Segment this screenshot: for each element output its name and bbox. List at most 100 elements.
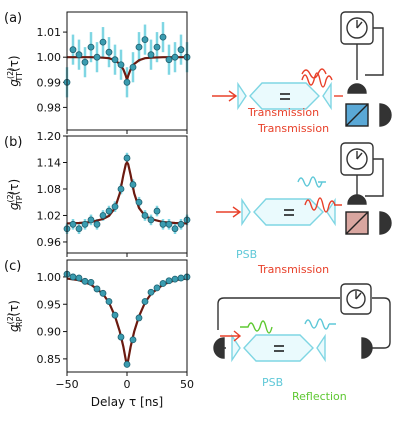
- data-point: [159, 280, 167, 287]
- y-axis-label-part: TT: [15, 72, 24, 83]
- photon-wave: [304, 318, 336, 330]
- data-point: [117, 333, 125, 341]
- y-tick-label: 1.14: [37, 156, 62, 169]
- y-axis-label-part: (τ): [7, 300, 21, 317]
- data-point: [171, 275, 179, 283]
- diagram-label: Transmission: [257, 263, 329, 276]
- data-point: [171, 225, 179, 233]
- data-point: [69, 220, 77, 228]
- data-point: [69, 46, 77, 54]
- diagram-label: PSB: [262, 376, 283, 389]
- clock: [346, 148, 368, 170]
- coupler: [316, 333, 326, 363]
- data-point: [159, 220, 167, 228]
- data-point: [129, 336, 137, 344]
- photon-wave: [304, 197, 342, 213]
- data-point: [87, 278, 95, 286]
- coupler: [241, 197, 251, 227]
- detector: [213, 337, 225, 359]
- detector: [379, 211, 392, 235]
- axes-frame: [66, 259, 188, 373]
- y-tick-label: 0.99: [37, 76, 62, 89]
- data-point: [147, 288, 155, 296]
- y-tick-label: 0.98: [37, 101, 62, 114]
- data-point: [129, 63, 137, 71]
- data-point: [75, 51, 83, 59]
- bs-line: [345, 103, 369, 127]
- y-tick-label: 1.08: [37, 183, 62, 196]
- wire: [356, 158, 384, 197]
- data-point: [141, 298, 149, 305]
- data-point: [105, 48, 113, 56]
- data-point: [99, 38, 107, 46]
- photon-wave: [240, 320, 273, 334]
- y-axis-label-part: g: [7, 79, 21, 87]
- wire: [217, 297, 391, 349]
- coupler: [231, 333, 241, 363]
- y-axis-label-part: TP: [15, 195, 24, 206]
- y-tick-label: 1.01: [37, 26, 62, 39]
- data-point: [117, 185, 125, 193]
- input-arrow: [216, 206, 242, 218]
- axes-frame: [66, 135, 188, 254]
- y-tick-label: 0.96: [37, 236, 62, 249]
- data-point: [111, 311, 119, 319]
- clock-hand: [355, 291, 362, 300]
- clock-hand: [356, 20, 363, 29]
- x-axis-label: Delay τ [ns]: [91, 395, 164, 409]
- waveguide: [253, 198, 324, 226]
- data-point: [87, 43, 95, 51]
- y-tick-label: 0.85: [37, 353, 62, 366]
- y-tick-label: 1.20: [37, 130, 62, 143]
- data-point: [111, 56, 119, 64]
- y-tick-label: 0.95: [37, 298, 62, 311]
- data-point: [147, 51, 155, 59]
- data-point: [165, 277, 173, 285]
- coupler: [326, 197, 336, 227]
- data-point: [81, 58, 89, 66]
- y-axis-label-part: g: [7, 324, 21, 332]
- photon-wave: [301, 68, 333, 88]
- data-point: [147, 216, 155, 224]
- panel-label: (a): [4, 11, 22, 26]
- data-point: [105, 298, 113, 305]
- detector: [347, 194, 367, 205]
- data-point: [141, 36, 149, 44]
- fit-curve: [66, 160, 188, 225]
- y-tick-label: 0.90: [37, 326, 62, 339]
- data-point: [153, 207, 161, 215]
- y-axis-label-part: (τ): [7, 55, 21, 72]
- data-point: [171, 53, 179, 61]
- y-axis-label: g(2)RP(τ): [6, 300, 24, 332]
- waveguide: [243, 334, 314, 362]
- y-axis-label: g(2)TT(τ): [6, 55, 24, 86]
- data-point: [129, 181, 137, 188]
- diagram-label: PSB: [236, 248, 257, 261]
- clock-box: [340, 283, 372, 315]
- diagram-b: [216, 142, 392, 235]
- y-axis-label-part: (τ): [7, 179, 21, 196]
- data-point: [177, 220, 185, 228]
- data-point: [69, 273, 77, 281]
- waveguide: [249, 82, 320, 110]
- data-point: [177, 274, 185, 282]
- y-axis-label-part: (2): [6, 68, 15, 79]
- y-tick-label: 1.00: [37, 271, 62, 284]
- photon-wave: [297, 176, 326, 188]
- clock: [346, 289, 366, 309]
- data-point: [135, 198, 143, 206]
- data-point: [75, 225, 83, 233]
- data-point: [93, 285, 101, 293]
- equal-sign: [274, 345, 284, 352]
- detector: [379, 103, 392, 127]
- y-axis-label-part: g: [7, 202, 21, 210]
- diagram-label: Transmission: [257, 122, 329, 135]
- data-point: [165, 220, 173, 228]
- data-point: [135, 43, 143, 51]
- input-arrow: [220, 330, 242, 342]
- data-point: [81, 220, 89, 228]
- y-axis-label-part: (2): [6, 191, 15, 202]
- wire: [356, 27, 384, 80]
- bs-line: [345, 211, 369, 235]
